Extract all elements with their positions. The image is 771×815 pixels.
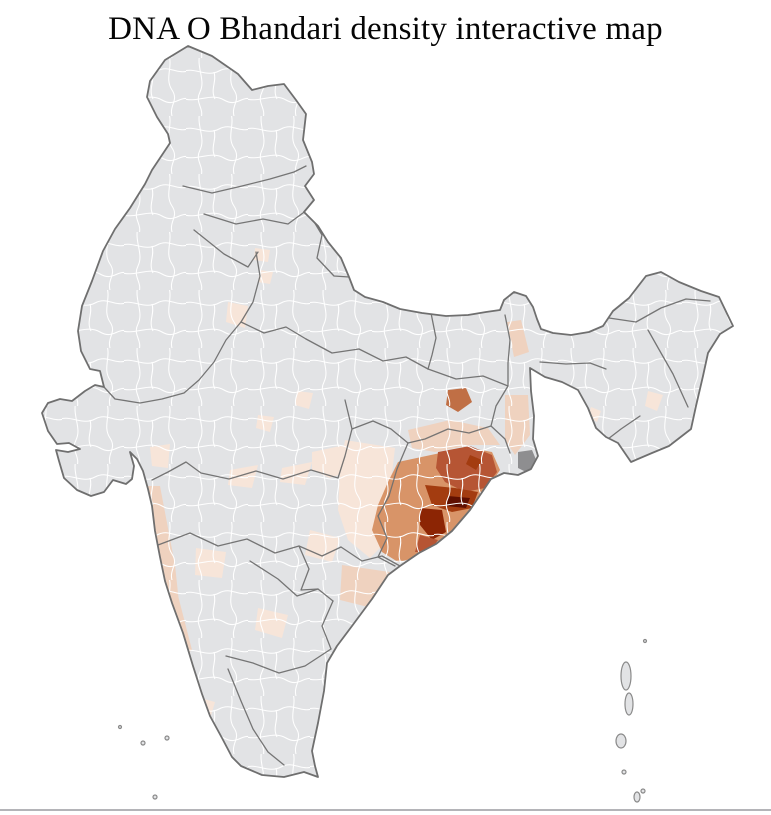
state-boundary: [157, 532, 342, 557]
bottom-divider: [0, 809, 771, 811]
state-boundary: [305, 338, 429, 370]
state-boundary: [225, 648, 332, 674]
state-boundary: [240, 251, 261, 323]
island-dot[interactable]: [642, 638, 648, 644]
island-lakshadweep[interactable]: [164, 735, 170, 741]
island-group[interactable]: [117, 638, 648, 803]
state-boundary: [607, 415, 641, 440]
state-boundary: [340, 546, 401, 567]
state-boundary: [151, 461, 339, 481]
island-lakshadweep[interactable]: [152, 794, 158, 800]
island-andaman[interactable]: [621, 769, 627, 775]
island-nicobar[interactable]: [640, 788, 646, 794]
state-boundary: [490, 314, 511, 454]
state-boundary: [249, 560, 334, 602]
state-boundary: [337, 399, 353, 479]
state-boundary: [608, 298, 711, 323]
state-boundaries: [103, 165, 711, 766]
state-boundary: [240, 321, 307, 340]
state-boundary: [539, 361, 607, 370]
state-boundary: [193, 229, 259, 268]
island-andaman[interactable]: [615, 733, 627, 749]
state-boundary: [227, 668, 285, 766]
state-boundary: [203, 209, 308, 225]
district-mesh-overlay: [42, 46, 733, 777]
state-boundary: [647, 329, 689, 408]
island-andaman[interactable]: [624, 692, 634, 716]
state-boundary: [321, 600, 334, 650]
india-outline: [41, 45, 734, 778]
state-boundary: [298, 545, 319, 591]
state-boundary: [407, 425, 492, 444]
state-boundary: [351, 420, 409, 444]
state-boundary: [427, 368, 509, 387]
island-lakshadweep[interactable]: [140, 740, 146, 746]
state-boundary: [103, 321, 242, 404]
island-lakshadweep[interactable]: [117, 724, 123, 730]
state-boundary: [182, 165, 307, 194]
page-title: DNA O Bhandari density interactive map: [108, 11, 663, 47]
island-andaman[interactable]: [620, 661, 632, 691]
state-boundary: [427, 312, 437, 370]
state-boundary: [306, 209, 350, 278]
island-nicobar[interactable]: [633, 791, 641, 803]
